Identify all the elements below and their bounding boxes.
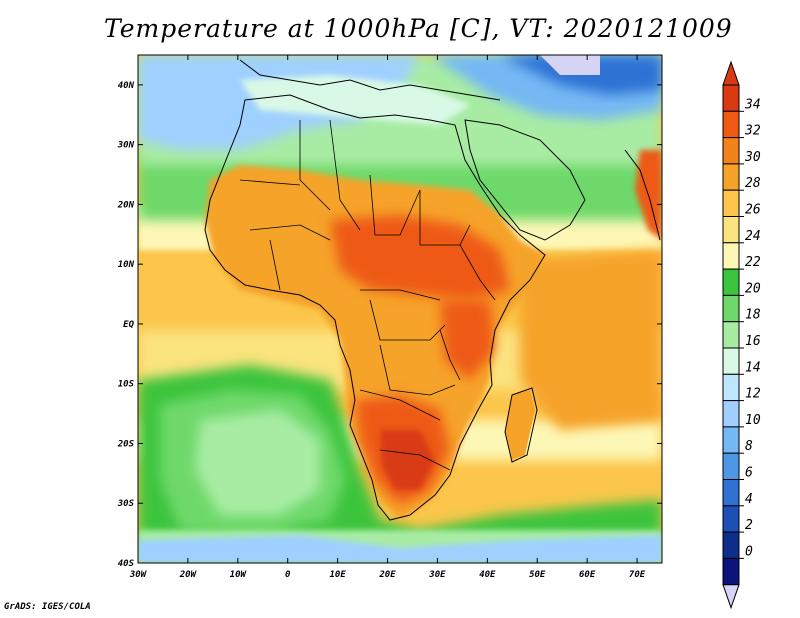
madagascar-coastline bbox=[504, 387, 538, 463]
field-mediterranean bbox=[240, 75, 470, 125]
colorbar-label: 16 bbox=[745, 334, 761, 349]
colorbar-swatch bbox=[722, 216, 740, 244]
lat-tick-label: 30S bbox=[117, 499, 135, 509]
lon-tick-label: 20E bbox=[378, 570, 396, 580]
lon-tick-label: 70E bbox=[629, 570, 646, 580]
colorbar-swatch bbox=[722, 189, 740, 217]
field-madagascar bbox=[505, 390, 535, 460]
colorbar-label: 2 bbox=[745, 518, 753, 533]
field-africa-hot-north bbox=[330, 215, 510, 300]
colorbar-label: 32 bbox=[744, 124, 761, 139]
colorbar-swatch bbox=[722, 84, 740, 112]
africa-coastline bbox=[204, 94, 546, 521]
colorbar-swatch bbox=[722, 163, 740, 191]
colorbar-under-triangle bbox=[722, 584, 740, 610]
colorbar-label: 24 bbox=[745, 229, 761, 244]
grads-credit: GrADS: IGES/COLA bbox=[4, 602, 91, 612]
colorbar-swatch bbox=[722, 557, 740, 586]
lon-tick-label: 20W bbox=[179, 570, 198, 580]
axis-ticks bbox=[137, 55, 662, 564]
colorbar-label: 8 bbox=[745, 439, 753, 454]
colorbar-label: 6 bbox=[745, 466, 753, 481]
lat-tick-label: 20N bbox=[117, 200, 135, 210]
colorbar-swatch bbox=[722, 373, 740, 402]
country-borders bbox=[239, 119, 496, 471]
colorbar-swatch bbox=[722, 426, 740, 454]
colorbar-swatch bbox=[722, 321, 740, 349]
lon-tick-label: 50E bbox=[529, 570, 546, 580]
colorbar-label: 10 bbox=[745, 413, 761, 428]
colorbar-label: 0 bbox=[745, 544, 753, 559]
colorbar-label: 12 bbox=[745, 387, 761, 402]
field-ne-coldest bbox=[540, 55, 600, 75]
colorbar-label: 26 bbox=[745, 203, 761, 218]
colorbar-swatch bbox=[722, 242, 740, 270]
map-title: Temperature at 1000hPa [C], VT: 20201210… bbox=[104, 14, 733, 43]
lon-tick-label: 30W bbox=[129, 570, 148, 580]
colorbar-label: 34 bbox=[744, 97, 761, 112]
colorbar-swatch bbox=[722, 347, 740, 375]
lon-tick-label: 60E bbox=[579, 570, 596, 580]
lat-tick-label: 20S bbox=[117, 439, 135, 449]
field-africa-hottest bbox=[380, 430, 435, 490]
colorbar-swatch bbox=[722, 531, 740, 559]
europe-coastline bbox=[239, 59, 501, 101]
lat-tick-label: 30N bbox=[117, 141, 135, 151]
coastlines bbox=[204, 59, 661, 521]
colorbar-label: 22 bbox=[745, 255, 761, 270]
colorbar-swatch bbox=[722, 110, 740, 139]
colorbar-swatch bbox=[722, 479, 740, 507]
lat-tick-label: 10N bbox=[118, 260, 135, 270]
lon-tick-label: 0 bbox=[285, 570, 291, 580]
lon-tick-label: 30E bbox=[428, 570, 446, 580]
colorbar-label: 4 bbox=[745, 492, 753, 507]
longitude-labels: 30W 20W 10W 0 10E 20E 30E 40E 50E 60E 70E bbox=[129, 570, 646, 580]
lon-tick-label: 10W bbox=[230, 570, 248, 580]
colorbar-label: 20 bbox=[745, 281, 761, 296]
lat-tick-label: 10S bbox=[118, 380, 135, 390]
colorbar-swatch bbox=[722, 137, 740, 165]
colorbar-swatch bbox=[722, 294, 740, 323]
field-africa-hot-east bbox=[440, 300, 495, 380]
map-plot-area bbox=[138, 55, 662, 563]
arabia-coastline bbox=[464, 119, 586, 241]
field-sw-atlantic-pale bbox=[195, 410, 320, 515]
lat-tick-label: 40N bbox=[118, 81, 135, 91]
lon-tick-label: 40E bbox=[479, 570, 496, 580]
latitude-labels: 40N 30N 20N 10N EQ 10S 20S 30S 40S bbox=[117, 81, 135, 569]
field-indian-ocean-28 bbox=[520, 250, 662, 430]
colorbar-label: 28 bbox=[745, 176, 761, 191]
map-frame bbox=[137, 54, 663, 564]
colorbar-swatch bbox=[722, 505, 740, 533]
colorbar-swatch bbox=[722, 452, 740, 481]
lon-tick-label: 10E bbox=[329, 570, 346, 580]
lat-tick-label: EQ bbox=[123, 320, 134, 330]
lat-tick-label: 40S bbox=[118, 559, 135, 569]
india-coastline bbox=[624, 149, 661, 241]
field-south-cold bbox=[138, 535, 662, 563]
colorbar-label: 18 bbox=[745, 308, 761, 323]
colorbar-over-triangle bbox=[722, 60, 740, 86]
colorbar-swatch bbox=[722, 268, 740, 296]
colorbar-label: 30 bbox=[744, 150, 761, 165]
colorbar-swatch bbox=[722, 400, 740, 428]
colorbar-label: 14 bbox=[745, 360, 761, 375]
